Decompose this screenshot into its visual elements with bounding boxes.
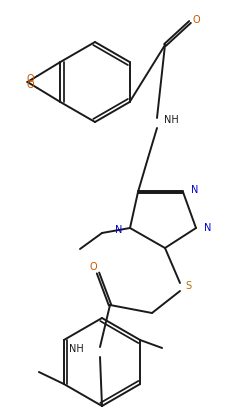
Text: N: N [191, 185, 198, 195]
Text: N: N [204, 223, 211, 233]
Text: O: O [192, 15, 200, 25]
Text: O: O [27, 80, 34, 90]
Text: NH: NH [164, 115, 178, 125]
Text: O: O [27, 74, 34, 84]
Text: O: O [89, 262, 97, 272]
Text: NH: NH [69, 344, 84, 354]
Text: S: S [185, 281, 191, 291]
Text: N: N [115, 225, 122, 235]
